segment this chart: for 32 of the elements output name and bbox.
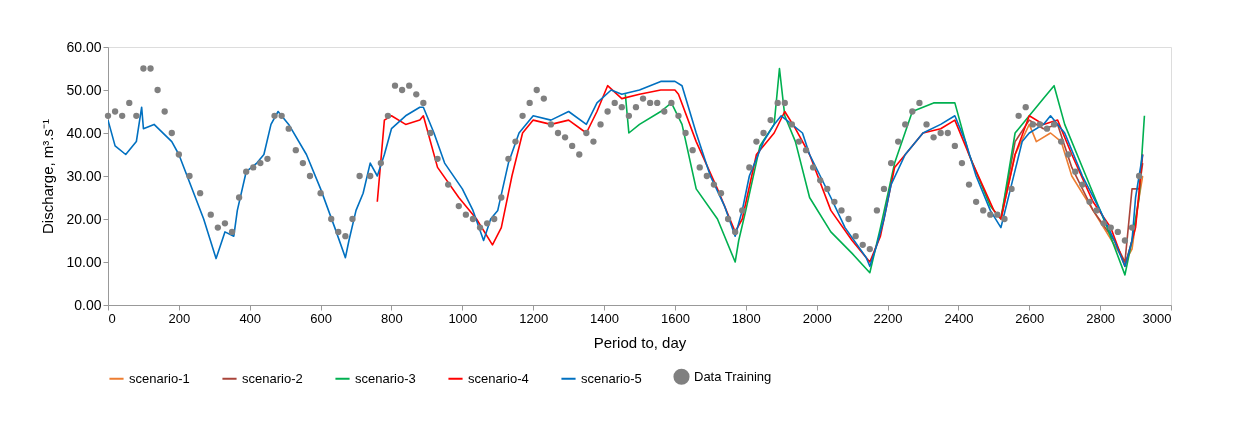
x-tick-label: 1800 <box>731 310 761 326</box>
x-tick-label: 2400 <box>944 310 974 326</box>
x-tick-label: 2600 <box>1015 310 1045 326</box>
y-tick-label: 10.00 <box>66 253 102 270</box>
x-tick-label: 1000 <box>448 310 478 326</box>
x-tick-label: 3000 <box>1142 310 1172 326</box>
x-tick-label: 1400 <box>590 310 620 326</box>
y-tick-label: 20.00 <box>66 210 102 227</box>
y-tick-label: 30.00 <box>66 167 102 184</box>
y-tick-label: 0.00 <box>74 296 102 313</box>
legend-label: scenario-1 <box>129 370 190 386</box>
legend-label: scenario-5 <box>581 370 642 386</box>
x-tick-label: 2000 <box>802 310 832 326</box>
x-tick-label: 2800 <box>1086 310 1116 326</box>
legend-label: scenario-4 <box>468 370 529 386</box>
y-tick-label: 40.00 <box>66 124 102 141</box>
y-tick-label: 50.00 <box>66 81 102 98</box>
legend-label: Data Training <box>694 368 772 384</box>
line-series <box>624 67 1146 276</box>
legend-label: scenario-2 <box>242 370 303 386</box>
x-tick-label: 800 <box>381 310 403 326</box>
x-tick-label: 1200 <box>519 310 549 326</box>
legend-label: scenario-3 <box>355 370 416 386</box>
x-tick-label: 0 <box>108 310 116 326</box>
x-tick-label: 2200 <box>873 310 903 326</box>
x-tick-label: 1600 <box>660 310 690 326</box>
y-axis-title: Discharge, m³.s⁻¹ <box>39 118 57 235</box>
x-tick-label: 400 <box>239 310 262 326</box>
y-tick-label: 60.00 <box>66 38 102 55</box>
x-axis-title: Period to, day <box>593 333 687 351</box>
x-tick-label: 600 <box>310 310 332 326</box>
x-tick-label: 200 <box>168 310 191 326</box>
